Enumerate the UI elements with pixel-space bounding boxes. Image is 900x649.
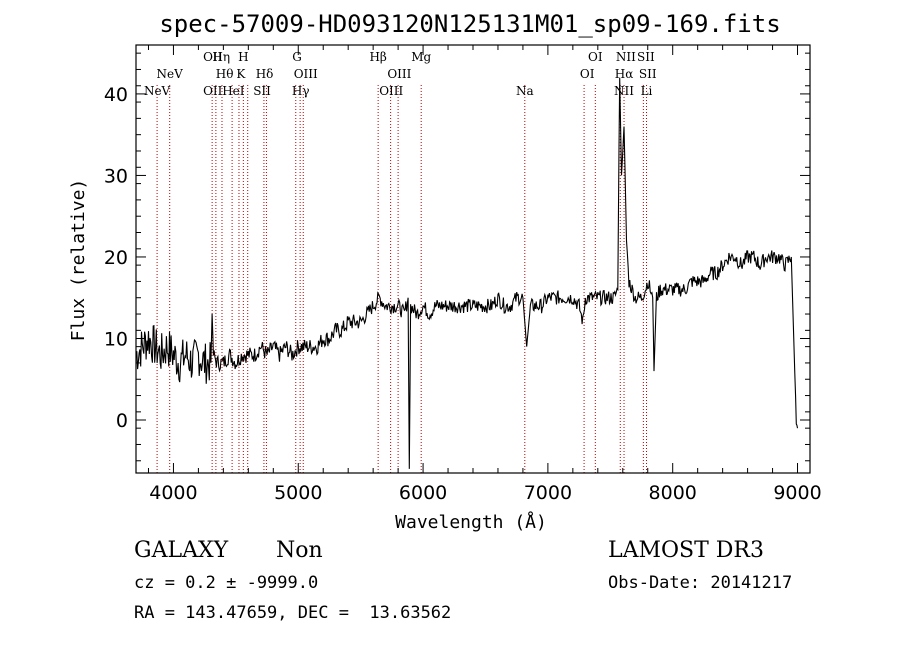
emission-line-label: NeV bbox=[157, 67, 184, 81]
emission-line-label: OI bbox=[588, 50, 603, 64]
x-tick-label: 5000 bbox=[274, 482, 322, 504]
emission-line-label: G bbox=[292, 50, 302, 64]
plot-frame bbox=[135, 44, 811, 474]
x-tick-label: 8000 bbox=[649, 482, 697, 504]
emission-line-label: Hδ bbox=[256, 67, 274, 81]
emission-line-label: NII bbox=[614, 84, 634, 98]
coords-text: RA = 143.47659, DEC = 13.63562 bbox=[134, 603, 452, 623]
emission-line-label: OIII bbox=[294, 67, 318, 81]
emission-line-label: Li bbox=[641, 84, 653, 98]
emission-line-label: SII bbox=[639, 67, 657, 81]
y-axis-label: Flux (relative) bbox=[68, 179, 89, 342]
emission-line-label: HeI bbox=[222, 84, 245, 98]
x-tick-label: 6000 bbox=[399, 482, 447, 504]
emission-line-label: SII bbox=[253, 84, 271, 98]
x-tick-label: 9000 bbox=[773, 482, 821, 504]
emission-line-label: OII bbox=[203, 50, 223, 64]
emission-line-label: NeV bbox=[144, 84, 171, 98]
emission-line-label: Hη bbox=[212, 50, 230, 64]
emission-line-label: OI bbox=[580, 67, 595, 81]
x-axis-label: Wavelength (Å) bbox=[395, 511, 547, 533]
emission-line-label: Hγ bbox=[292, 84, 310, 98]
tick-group: 4000 5000 6000 7000 8000 9000 0 10 20 30 40 bbox=[104, 45, 822, 504]
y-tick-label: 30 bbox=[104, 165, 128, 187]
emission-line-label: OIII bbox=[379, 84, 403, 98]
emission-line-label: Na bbox=[516, 84, 534, 98]
object-subclass: Non bbox=[276, 538, 323, 563]
y-tick-label: 40 bbox=[104, 84, 128, 106]
survey-name: LAMOST DR3 bbox=[608, 538, 764, 563]
emission-line-label: OIII bbox=[387, 67, 411, 81]
emission-line-label: NII bbox=[616, 50, 636, 64]
y-tick-label: 0 bbox=[116, 410, 128, 432]
x-tick-label: 4000 bbox=[149, 482, 197, 504]
emission-line-label: Mg bbox=[411, 50, 431, 64]
x-tick-label: 7000 bbox=[524, 482, 572, 504]
emission-line-label: Hα bbox=[615, 67, 634, 81]
emission-line-label: K bbox=[236, 67, 246, 81]
emission-line-label: OII bbox=[203, 84, 223, 98]
object-class: GALAXY bbox=[134, 538, 229, 563]
emission-line-label: SII bbox=[637, 50, 655, 64]
obs-date: Obs-Date: 20141217 bbox=[608, 573, 793, 593]
series-group bbox=[135, 77, 799, 469]
emission-line-label: Hβ bbox=[369, 50, 386, 64]
emission-line-label: Hθ bbox=[216, 67, 234, 81]
y-tick-label: 20 bbox=[104, 247, 128, 269]
emission-marker-group bbox=[156, 85, 647, 473]
chart-title: spec-57009-HD093120N125131M01_sp09-169.f… bbox=[159, 10, 780, 38]
y-tick-label: 10 bbox=[104, 328, 128, 350]
redshift-text: cz = 0.2 ± -9999.0 bbox=[134, 573, 319, 593]
emission-line-label: H bbox=[238, 50, 248, 64]
spectrum-line bbox=[135, 77, 799, 469]
